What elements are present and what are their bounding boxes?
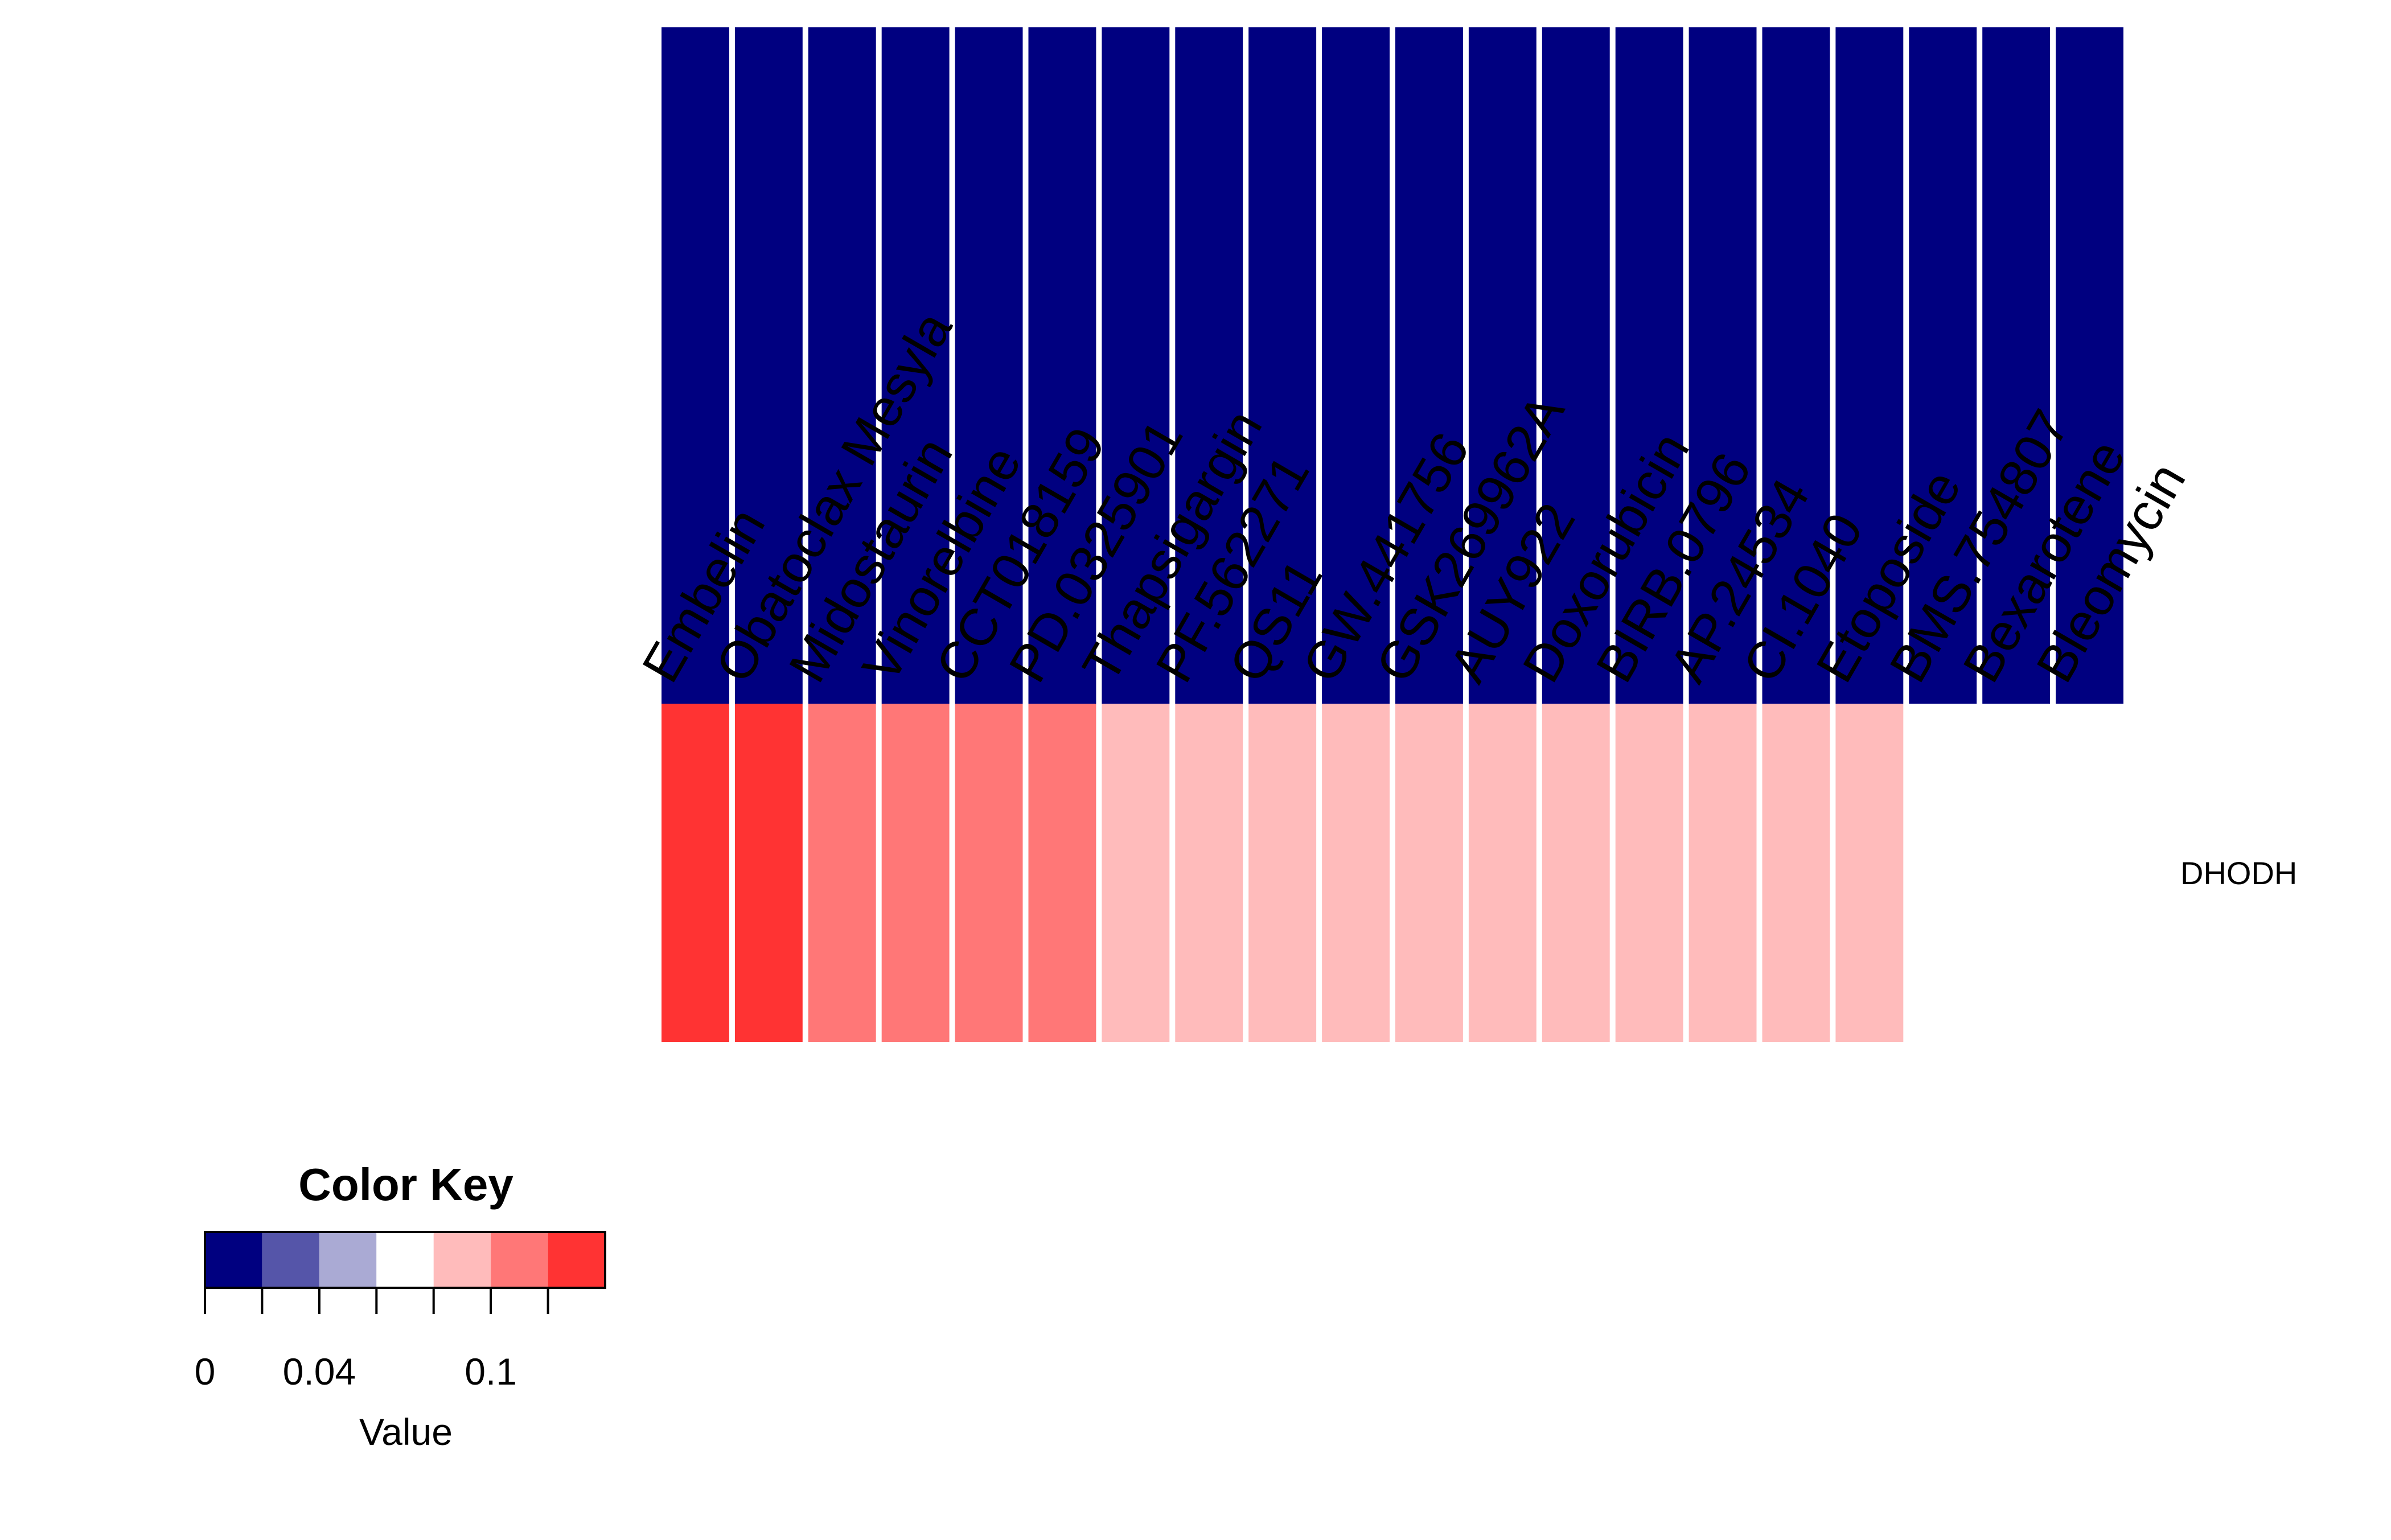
column-band <box>1175 27 1243 704</box>
column-band <box>955 27 1023 704</box>
heatmap-cell <box>808 704 876 1042</box>
column-band <box>1689 27 1757 704</box>
column-band <box>1322 27 1390 704</box>
color-key-bin <box>376 1232 434 1288</box>
column-band <box>881 27 950 704</box>
color-key-axis-label: Value <box>359 1411 453 1453</box>
column-band <box>1909 27 1977 704</box>
heatmap-cell <box>662 704 729 1042</box>
color-key-bins <box>204 1231 606 1289</box>
heatmap-cell <box>1615 704 1683 1042</box>
column-band <box>1982 27 2051 704</box>
heatmap-cell <box>1762 704 1830 1042</box>
column-band <box>1028 27 1096 704</box>
column-band <box>734 27 803 704</box>
color-key-tick-label: 0 <box>195 1350 216 1393</box>
heatmap-cell <box>955 704 1023 1042</box>
row-label: DHODH <box>2180 855 2297 891</box>
color-key-bin <box>433 1232 491 1288</box>
column-band <box>808 27 876 704</box>
column-band <box>1615 27 1683 704</box>
column-band <box>1102 27 1170 704</box>
heatmap-cells <box>662 704 1904 1042</box>
column-band <box>1762 27 1830 704</box>
color-key: Color Key 0 0.04 0.1 Value <box>195 1159 606 1453</box>
column-band <box>1468 27 1537 704</box>
color-key-tick-label: 0.1 <box>465 1350 517 1393</box>
color-key-ticks: 0 0.04 0.1 <box>195 1287 549 1393</box>
heatmap-cell <box>1689 704 1757 1042</box>
row-labels: DHODH <box>2180 855 2297 891</box>
heatmap-cell <box>1102 704 1170 1042</box>
color-key-bin <box>491 1232 548 1288</box>
column-band <box>2056 27 2123 704</box>
column-band <box>1542 27 1610 704</box>
color-key-bin <box>262 1232 319 1288</box>
color-key-bin <box>319 1232 377 1288</box>
color-key-bin <box>205 1232 262 1288</box>
column-band <box>662 27 729 704</box>
color-key-tick-label: 0.04 <box>283 1350 356 1393</box>
heatmap-cell <box>881 704 950 1042</box>
column-band <box>1835 27 1904 704</box>
color-key-title: Color Key <box>298 1159 513 1210</box>
column-band <box>1248 27 1317 704</box>
heatmap-cell <box>1248 704 1317 1042</box>
color-key-bin <box>548 1232 605 1288</box>
heatmap-cell <box>1542 704 1610 1042</box>
heatmap-cell <box>1468 704 1537 1042</box>
heatmap-cell <box>1835 704 1904 1042</box>
heatmap-cell <box>734 704 803 1042</box>
column-band <box>1395 27 1463 704</box>
heatmap-cell <box>1028 704 1096 1042</box>
heatmap-cell <box>1322 704 1390 1042</box>
column-header-band <box>662 27 2123 704</box>
heatmap-cell <box>1175 704 1243 1042</box>
heatmap-cell <box>1395 704 1463 1042</box>
